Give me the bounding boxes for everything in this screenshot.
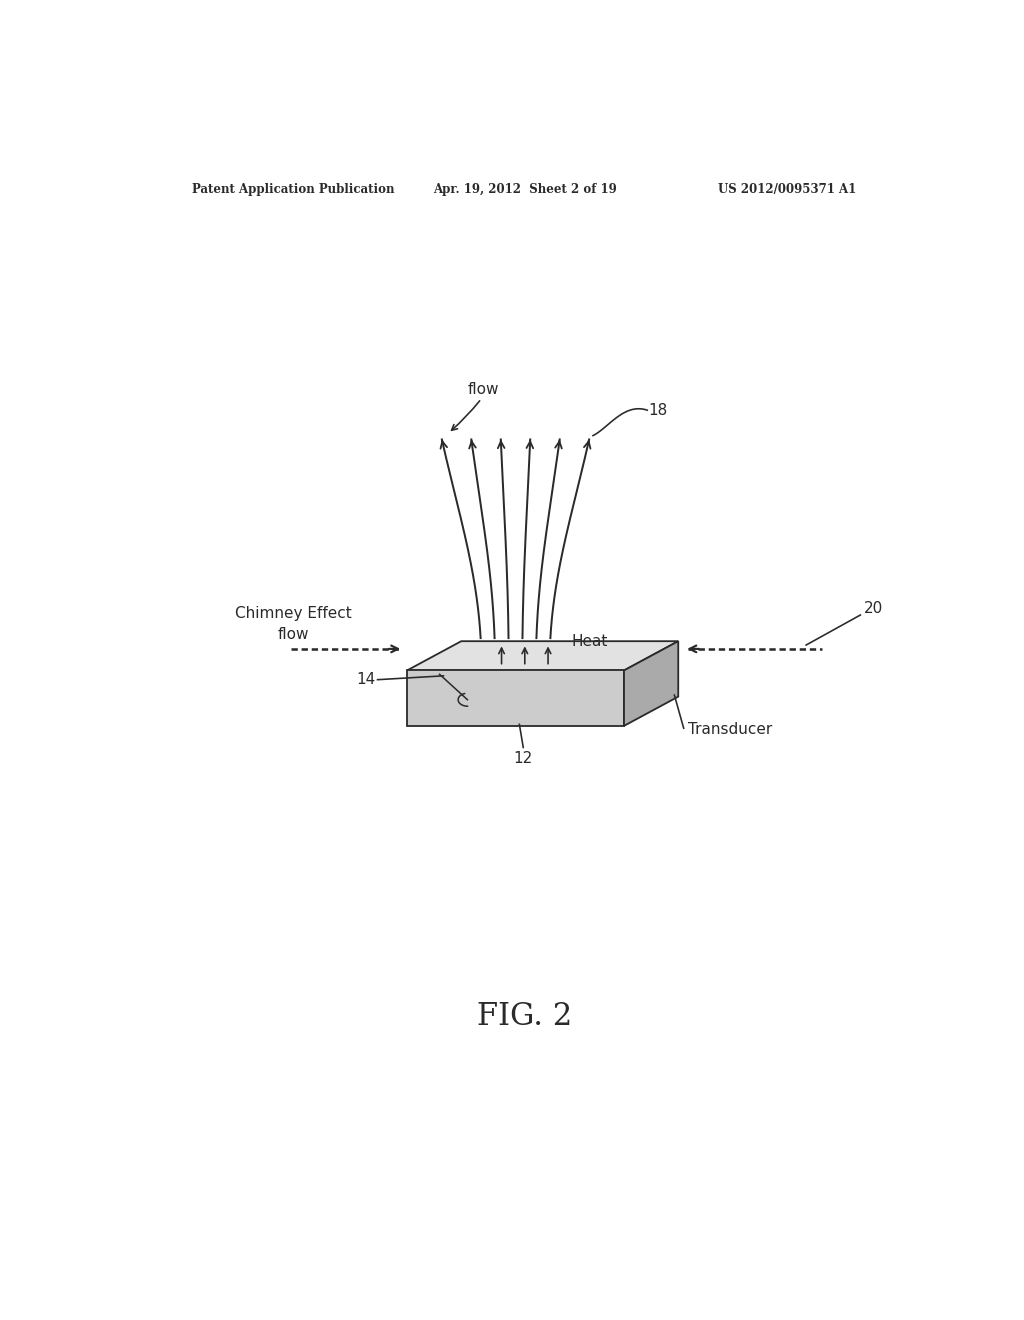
Polygon shape	[407, 671, 624, 726]
Text: Patent Application Publication: Patent Application Publication	[191, 183, 394, 197]
Text: 12: 12	[514, 751, 532, 766]
Text: Transducer: Transducer	[687, 722, 772, 738]
Polygon shape	[407, 642, 678, 671]
Text: 20: 20	[864, 602, 884, 616]
Text: US 2012/0095371 A1: US 2012/0095371 A1	[718, 183, 856, 197]
Text: 14: 14	[356, 672, 376, 688]
Text: 18: 18	[649, 403, 668, 417]
Text: flow: flow	[467, 381, 499, 397]
Text: FIG. 2: FIG. 2	[477, 1002, 572, 1032]
Text: Heat: Heat	[571, 634, 607, 648]
Text: Apr. 19, 2012  Sheet 2 of 19: Apr. 19, 2012 Sheet 2 of 19	[433, 183, 616, 197]
Text: Chimney Effect
flow: Chimney Effect flow	[234, 606, 351, 643]
Polygon shape	[624, 642, 678, 726]
